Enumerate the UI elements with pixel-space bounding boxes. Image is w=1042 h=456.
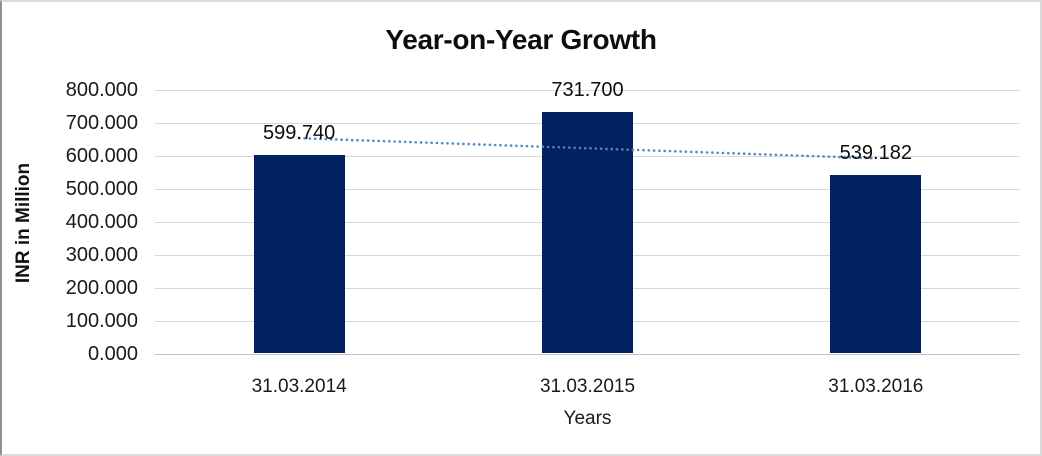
y-axis-title: INR in Million [13, 162, 34, 284]
y-tick-label: 0.000 [87, 343, 138, 365]
y-tick-label: 800.000 [65, 79, 138, 101]
data-label: 599.740 [263, 122, 336, 145]
trendline-segment [297, 136, 878, 160]
y-tick-label: 400.000 [65, 211, 138, 233]
y-tick-label: 700.000 [65, 112, 138, 134]
y-tick-label: 100.000 [65, 310, 138, 332]
bar-31.03.2015 [542, 111, 633, 353]
plot-area [155, 89, 1020, 355]
x-axis-title: Years [563, 408, 612, 429]
y-tick-label: 300.000 [65, 244, 138, 266]
x-tick-label: 31.03.2014 [251, 376, 347, 397]
data-label: 731.700 [551, 78, 624, 101]
data-label: 539.182 [839, 142, 912, 165]
gridline [155, 353, 1020, 355]
bar-31.03.2016 [830, 175, 922, 353]
y-tick-label: 600.000 [65, 145, 138, 167]
chart-title: Year-on-Year Growth [385, 24, 657, 55]
x-tick-label: 31.03.2016 [828, 376, 924, 397]
bar-31.03.2014 [253, 155, 345, 353]
y-tick-label: 200.000 [65, 277, 138, 299]
trendline [297, 136, 878, 160]
y-tick-label: 500.000 [65, 178, 138, 200]
x-tick-label: 31.03.2015 [539, 376, 636, 397]
gridline [155, 89, 1020, 91]
